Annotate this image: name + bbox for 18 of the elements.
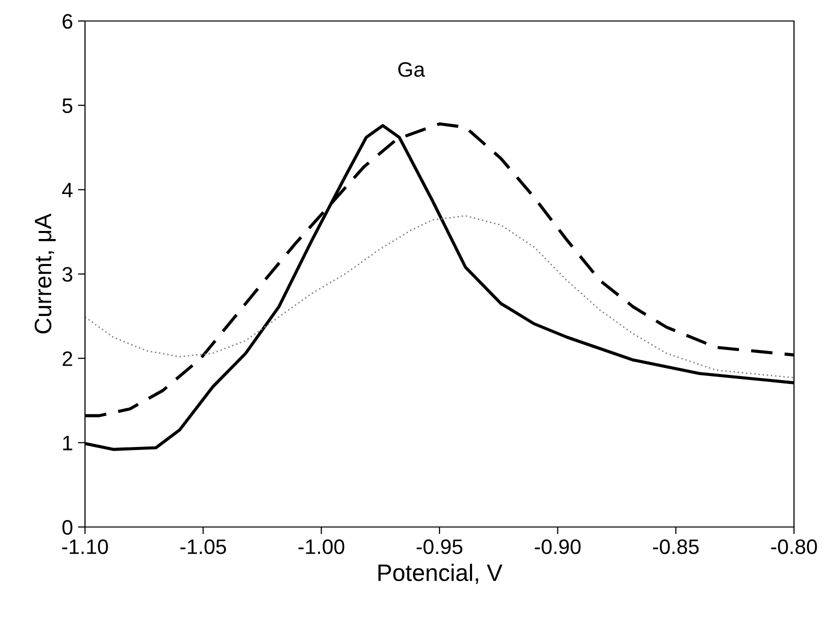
y-tick-label: 2 xyxy=(62,351,72,366)
y-tick-label: 0 xyxy=(62,520,72,535)
x-tick-label: -1.10 xyxy=(62,539,108,554)
x-axis-title: Potencial, V xyxy=(378,564,502,584)
x-tick-label: -0.85 xyxy=(653,539,699,554)
y-tick-label: 3 xyxy=(62,267,72,282)
x-tick-label: -0.90 xyxy=(534,539,581,554)
x-tick-label: -0.80 xyxy=(771,539,817,554)
y-tick-label: 4 xyxy=(62,182,73,198)
y-axis-title: Current, μA xyxy=(34,213,56,334)
x-tick-label: -0.95 xyxy=(416,539,462,554)
annotation: Ga xyxy=(398,62,426,77)
x-tick-label: -1.05 xyxy=(180,539,226,554)
y-tick-label: 5 xyxy=(62,98,72,114)
x-tick-label: -1.00 xyxy=(298,539,344,554)
line-series xyxy=(85,215,794,378)
y-tick-label: 1 xyxy=(63,436,72,450)
y-tick-label: 6 xyxy=(62,14,72,29)
